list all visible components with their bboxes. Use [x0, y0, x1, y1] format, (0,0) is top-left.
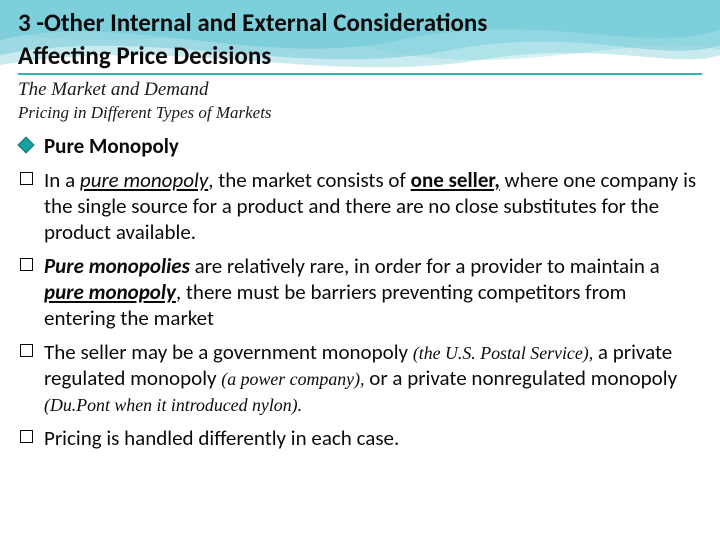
diamond-bullet-icon: [18, 137, 35, 154]
bullet-text: Pricing is handled differently in each c…: [44, 425, 399, 451]
bullet-text: The seller may be a government monopoly …: [44, 339, 677, 417]
slide-content: 3 -Other Internal and External Considera…: [0, 0, 720, 473]
square-bullet-icon: [20, 430, 33, 443]
bullet-item: Pure monopolies are relatively rare, in …: [18, 253, 702, 331]
bullet-list: Pure Monopoly In a pure monopoly, the mar…: [18, 133, 702, 451]
bullet-item: Pure Monopoly: [18, 133, 702, 159]
subheading-2: Pricing in Different Types of Markets: [18, 103, 702, 123]
title-line2: Affecting Price Decisions: [18, 41, 702, 74]
bullet-item: In a pure monopoly, the market consists …: [18, 167, 702, 245]
bullet-text: In a pure monopoly, the market consists …: [44, 167, 696, 245]
bullet-text: Pure Monopoly: [44, 133, 179, 159]
square-bullet-icon: [20, 258, 33, 271]
title-block: 3 -Other Internal and External Considera…: [18, 8, 702, 75]
bullet-item: The seller may be a government monopoly …: [18, 339, 702, 417]
subheading-1: The Market and Demand: [18, 79, 702, 101]
title-line1: 3 -Other Internal and External Considera…: [18, 8, 702, 41]
bullet-item: Pricing is handled differently in each c…: [18, 425, 702, 451]
square-bullet-icon: [20, 172, 33, 185]
square-bullet-icon: [20, 344, 33, 357]
bullet-text: Pure monopolies are relatively rare, in …: [44, 253, 660, 331]
